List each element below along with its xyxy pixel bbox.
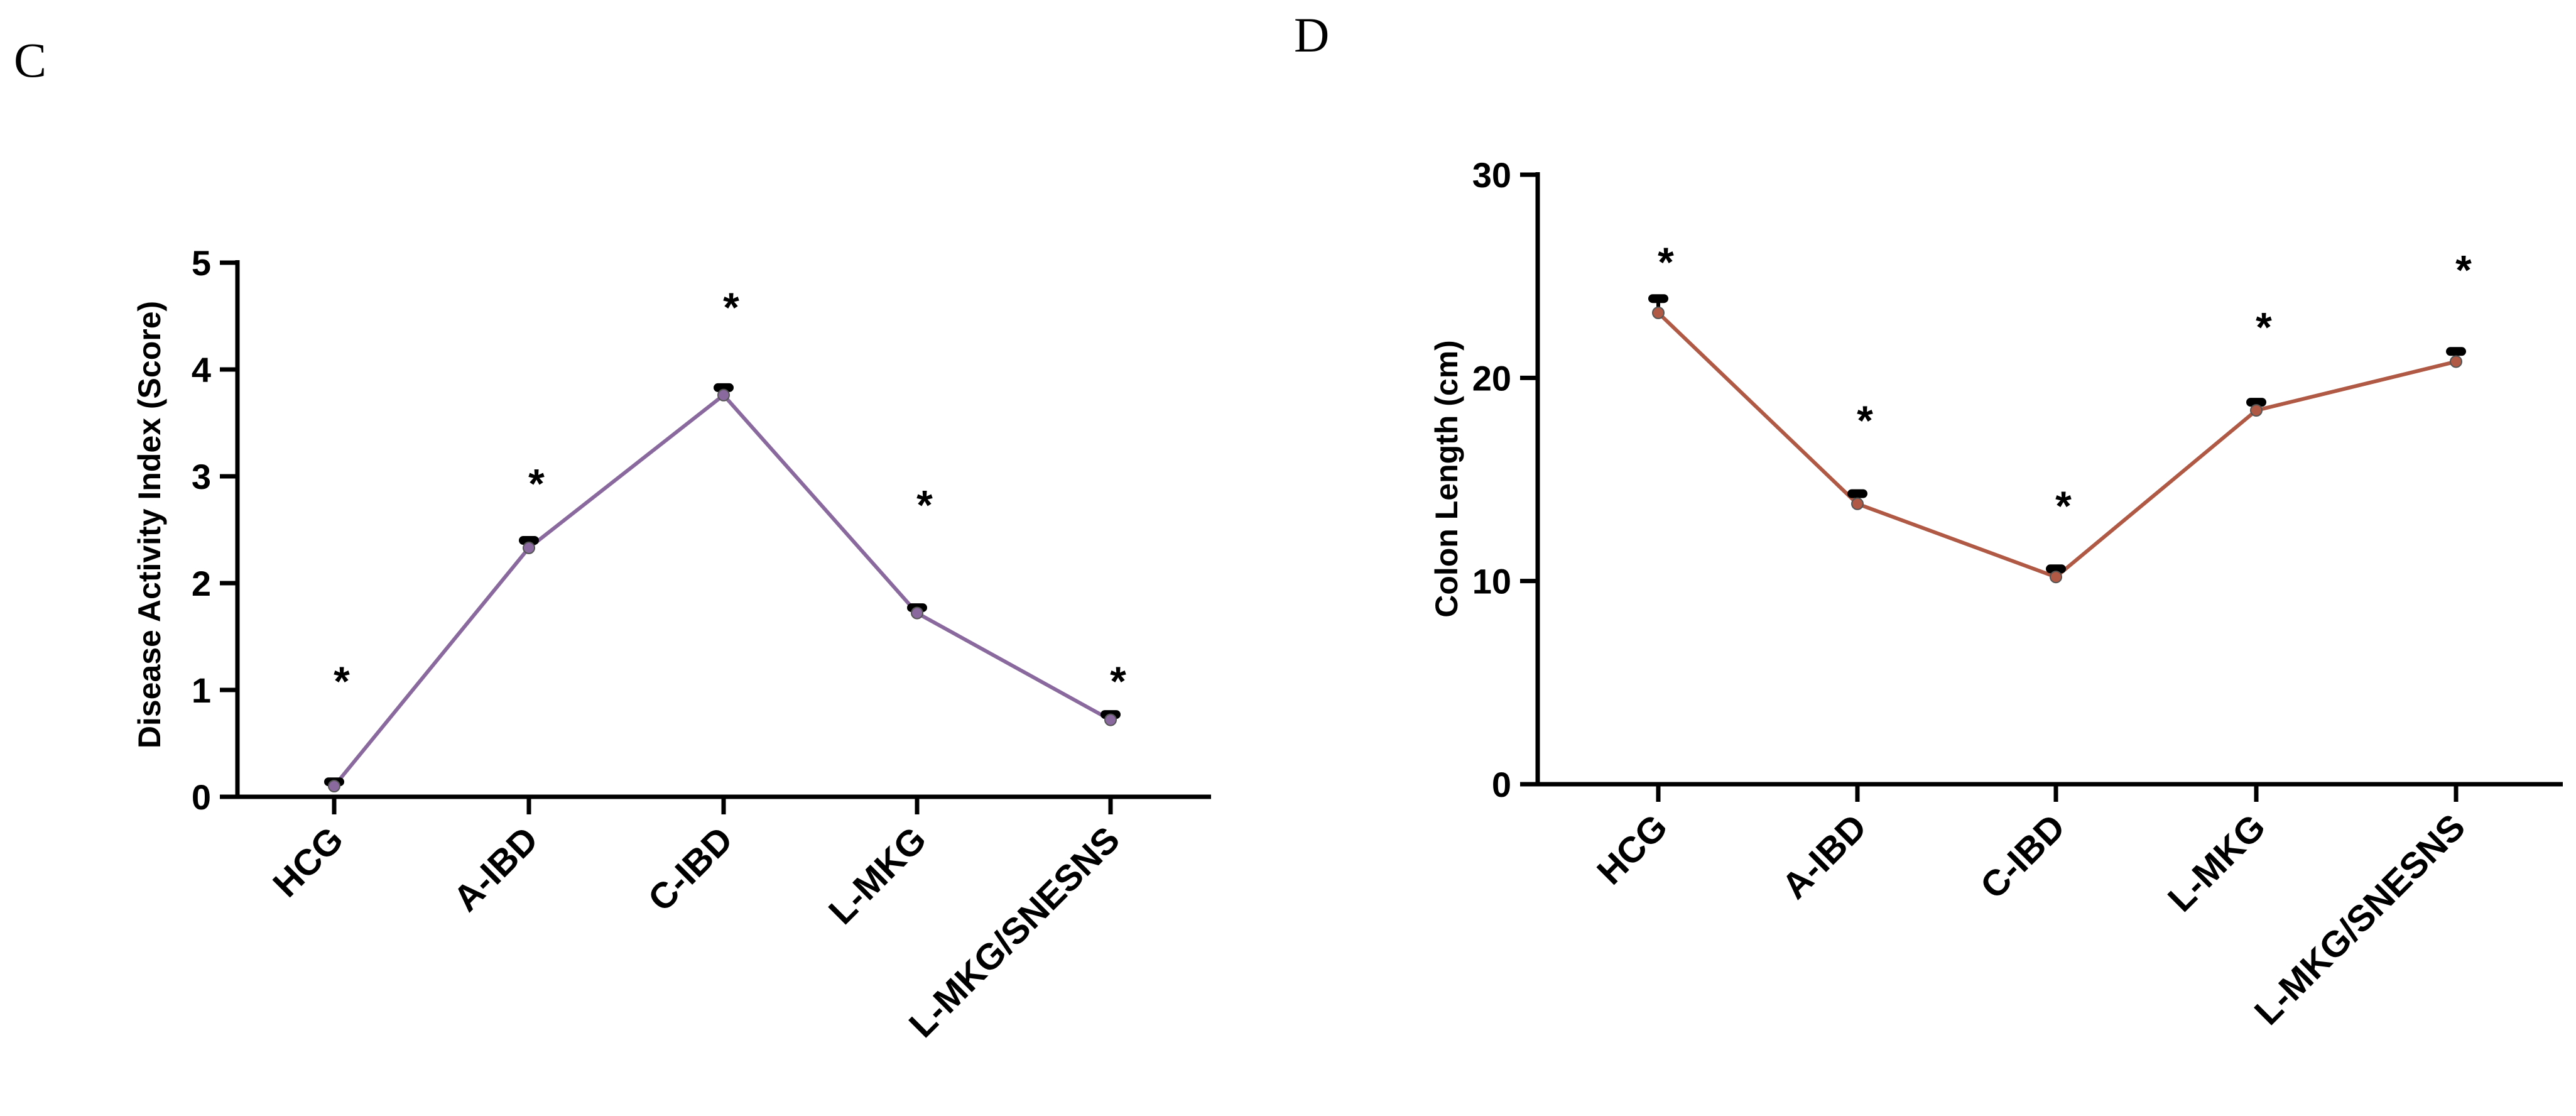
- data-point-d: [2250, 404, 2263, 417]
- significance-star-d: *: [2055, 483, 2072, 529]
- y-tick-label-c: 1: [192, 670, 211, 710]
- data-point-c: [328, 780, 340, 792]
- significance-star-d: *: [2256, 304, 2272, 350]
- significance-star-c: *: [723, 284, 739, 331]
- y-tick-label-d: 30: [1472, 155, 1511, 195]
- y-tick-label-d: 0: [1492, 765, 1511, 804]
- significance-star-d: *: [1658, 239, 1674, 285]
- significance-star-d: *: [2455, 247, 2472, 293]
- y-tick-label-c: 3: [192, 457, 211, 496]
- data-point-c: [523, 541, 535, 554]
- panel-letter-d: D: [1294, 8, 1329, 62]
- data-point-d: [2050, 571, 2062, 584]
- y-tick-label-c: 4: [192, 350, 211, 390]
- data-point-c: [717, 388, 730, 402]
- significance-star-d: *: [1857, 397, 1873, 444]
- y-axis-title-d: Colon Length (cm): [1429, 340, 1464, 618]
- data-point-c: [911, 606, 923, 620]
- data-point-d: [1851, 497, 1864, 510]
- y-tick-label-c: 5: [192, 243, 211, 283]
- data-point-d: [1652, 306, 1665, 319]
- y-tick-label-c: 0: [192, 777, 211, 817]
- significance-star-c: *: [528, 461, 545, 507]
- y-tick-label-d: 10: [1472, 562, 1511, 601]
- data-point-c: [1104, 713, 1117, 726]
- significance-star-c: *: [916, 482, 933, 528]
- significance-star-c: *: [334, 658, 350, 704]
- marks-d: * * * * *: [1648, 239, 2472, 584]
- significance-star-c: *: [1110, 658, 1126, 704]
- y-axis-title-c: Disease Activity Index (Score): [132, 301, 167, 748]
- panel-letter-c: C: [14, 33, 46, 87]
- marks-c: * * * * *: [324, 284, 1126, 792]
- y-tick-label-c: 2: [192, 564, 211, 603]
- y-tick-label-d: 20: [1472, 358, 1511, 398]
- data-point-d: [2450, 355, 2462, 368]
